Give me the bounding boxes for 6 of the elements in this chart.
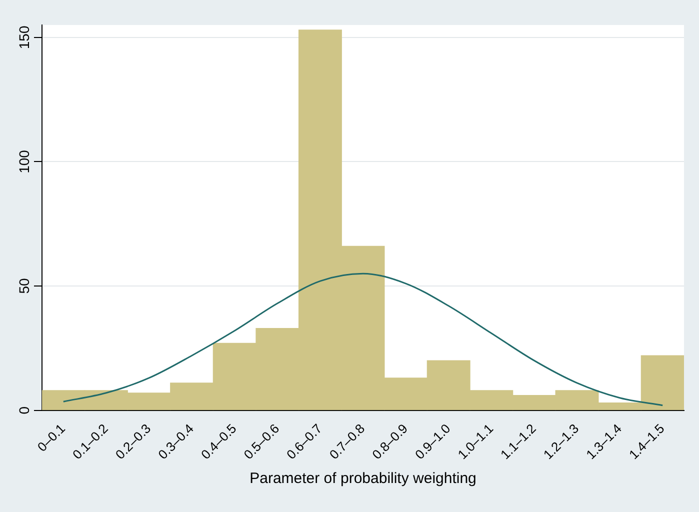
line-series xyxy=(62,272,664,406)
y-tick-label: 100 xyxy=(16,150,32,174)
y-tick-label: 150 xyxy=(16,26,32,50)
y-tick-label: 50 xyxy=(16,278,32,294)
x-axis-title: Parameter of probability weighting xyxy=(250,470,476,488)
y-tick-label: 0 xyxy=(16,406,32,414)
